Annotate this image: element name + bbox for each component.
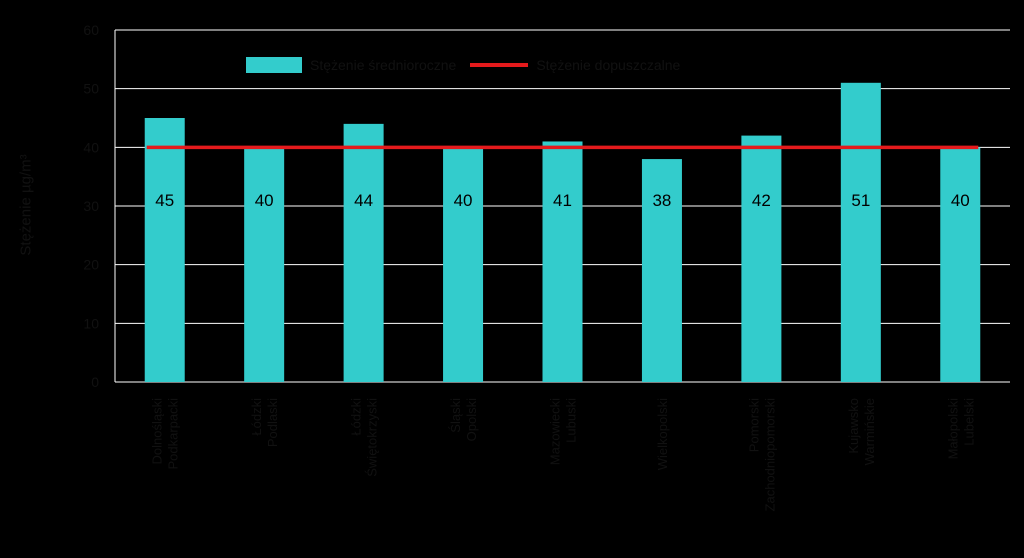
x-tick-label-line: Opolski xyxy=(464,398,479,441)
bar xyxy=(244,147,285,382)
x-tick-label: Śląski Opolski xyxy=(448,398,479,441)
x-tick-label: Mazowiecki Lubuski xyxy=(548,398,579,465)
data-label: 40 xyxy=(454,191,473,210)
x-tick-label-line: Świętokrzyski xyxy=(365,398,380,477)
data-label: 45 xyxy=(155,191,174,210)
x-tick-label-line: Pomorski xyxy=(746,398,761,452)
data-label: 41 xyxy=(553,191,572,210)
legend-item-line: Stężenie dopuszczalne xyxy=(470,57,680,73)
legend-label-bar: Stężenie średnioroczne xyxy=(310,57,457,73)
x-tick-label-line: Łódzki xyxy=(349,398,364,436)
bar xyxy=(542,141,583,382)
x-tick-label-line: Dolnośląski xyxy=(150,398,165,465)
y-tick-label: 60 xyxy=(83,22,99,38)
x-tick-label-line: Małopolski xyxy=(945,398,960,460)
x-tick-label-line: Podlaski xyxy=(265,398,280,447)
data-label: 40 xyxy=(951,191,970,210)
x-tick-label-line: Kujawsko xyxy=(846,398,861,454)
y-tick-label: 30 xyxy=(83,198,99,214)
legend-label-line: Stężenie dopuszczalne xyxy=(536,57,681,73)
data-label: 44 xyxy=(354,191,373,210)
legend-item-bar: Stężenie średnioroczne xyxy=(246,57,456,73)
bar xyxy=(840,82,881,383)
bar xyxy=(641,159,682,382)
x-tick-label-line: Śląski xyxy=(448,398,463,433)
data-label: 51 xyxy=(851,191,870,210)
x-tick-label-line: Lubelski xyxy=(961,398,976,446)
y-tick-label: 0 xyxy=(91,374,99,390)
y-tick-label: 40 xyxy=(83,139,99,155)
bar xyxy=(144,118,185,382)
x-tick-label: Dolnośląski Podkarpacki xyxy=(150,398,181,470)
x-tick-label: Wielkopolski xyxy=(655,398,670,470)
x-tick-label-line: Mazowiecki xyxy=(548,398,563,465)
x-tick-label-line: Wielkopolski xyxy=(655,398,670,470)
legend-swatch-bar xyxy=(246,57,302,73)
y-tick-label: 20 xyxy=(83,257,99,273)
legend: Stężenie średnioroczne Stężenie dopuszcz… xyxy=(246,54,694,76)
bar xyxy=(443,147,484,382)
data-label: 38 xyxy=(652,191,671,210)
x-tick-label-line: Warmińskie xyxy=(862,398,877,465)
y-tick-label: 50 xyxy=(83,81,99,97)
x-tick-label-line: Łódzki xyxy=(249,398,264,436)
x-tick-label: Małopolski Lubelski xyxy=(945,398,976,460)
x-tick-label-line: Lubuski xyxy=(564,398,579,443)
y-tick-label: 10 xyxy=(83,315,99,331)
y-axis-title-text: Stężenie µg/m³ xyxy=(17,154,35,256)
data-label: 40 xyxy=(255,191,274,210)
x-tick-label-line: Zachodniopomorski xyxy=(762,398,777,512)
legend-swatch-line xyxy=(470,63,529,67)
bar xyxy=(343,123,384,382)
x-tick-label: Pomorski Zachodniopomorski xyxy=(746,398,777,512)
bar xyxy=(741,135,782,382)
x-tick-label: Kujawsko Warmińskie xyxy=(846,398,877,465)
x-tick-label: Łódzki Podlaski xyxy=(249,398,280,447)
x-tick-label: Łódzki Świętokrzyski xyxy=(349,398,380,477)
data-label: 42 xyxy=(752,191,771,210)
bar xyxy=(940,147,981,382)
x-tick-label-line: Podkarpacki xyxy=(166,398,181,470)
